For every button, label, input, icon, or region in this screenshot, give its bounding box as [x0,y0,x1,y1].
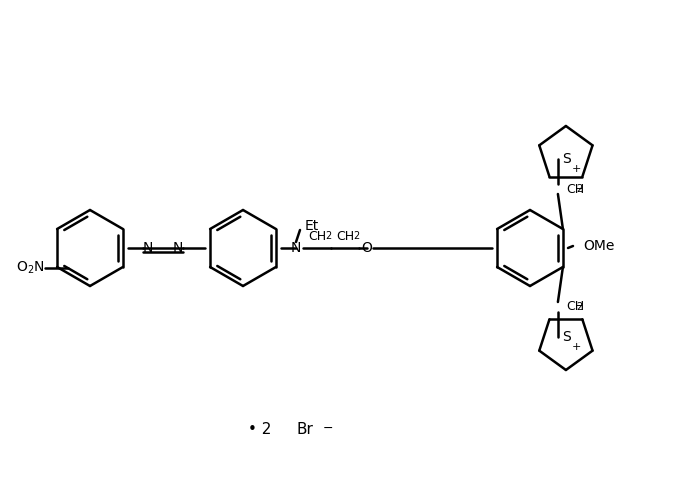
Text: CH: CH [308,229,326,243]
Text: 2: 2 [576,302,582,312]
Text: Br: Br [296,422,313,437]
Text: Et: Et [305,219,319,233]
Text: 2: 2 [325,231,331,241]
Text: • 2: • 2 [248,422,272,437]
Text: N: N [143,241,153,255]
Text: O: O [361,241,373,255]
Text: 2: 2 [353,231,359,241]
Text: +: + [572,164,582,174]
Text: N: N [173,241,183,255]
Text: OMe: OMe [583,239,614,253]
Text: 2: 2 [576,184,582,194]
Text: O$_2$N: O$_2$N [15,260,44,276]
Text: CH: CH [336,229,354,243]
Text: −: − [323,421,333,435]
Text: CH: CH [566,183,584,195]
Text: N: N [291,241,301,255]
Text: S: S [562,152,570,166]
Text: S: S [562,330,570,344]
Text: CH: CH [566,300,584,313]
Text: +: + [572,342,582,352]
